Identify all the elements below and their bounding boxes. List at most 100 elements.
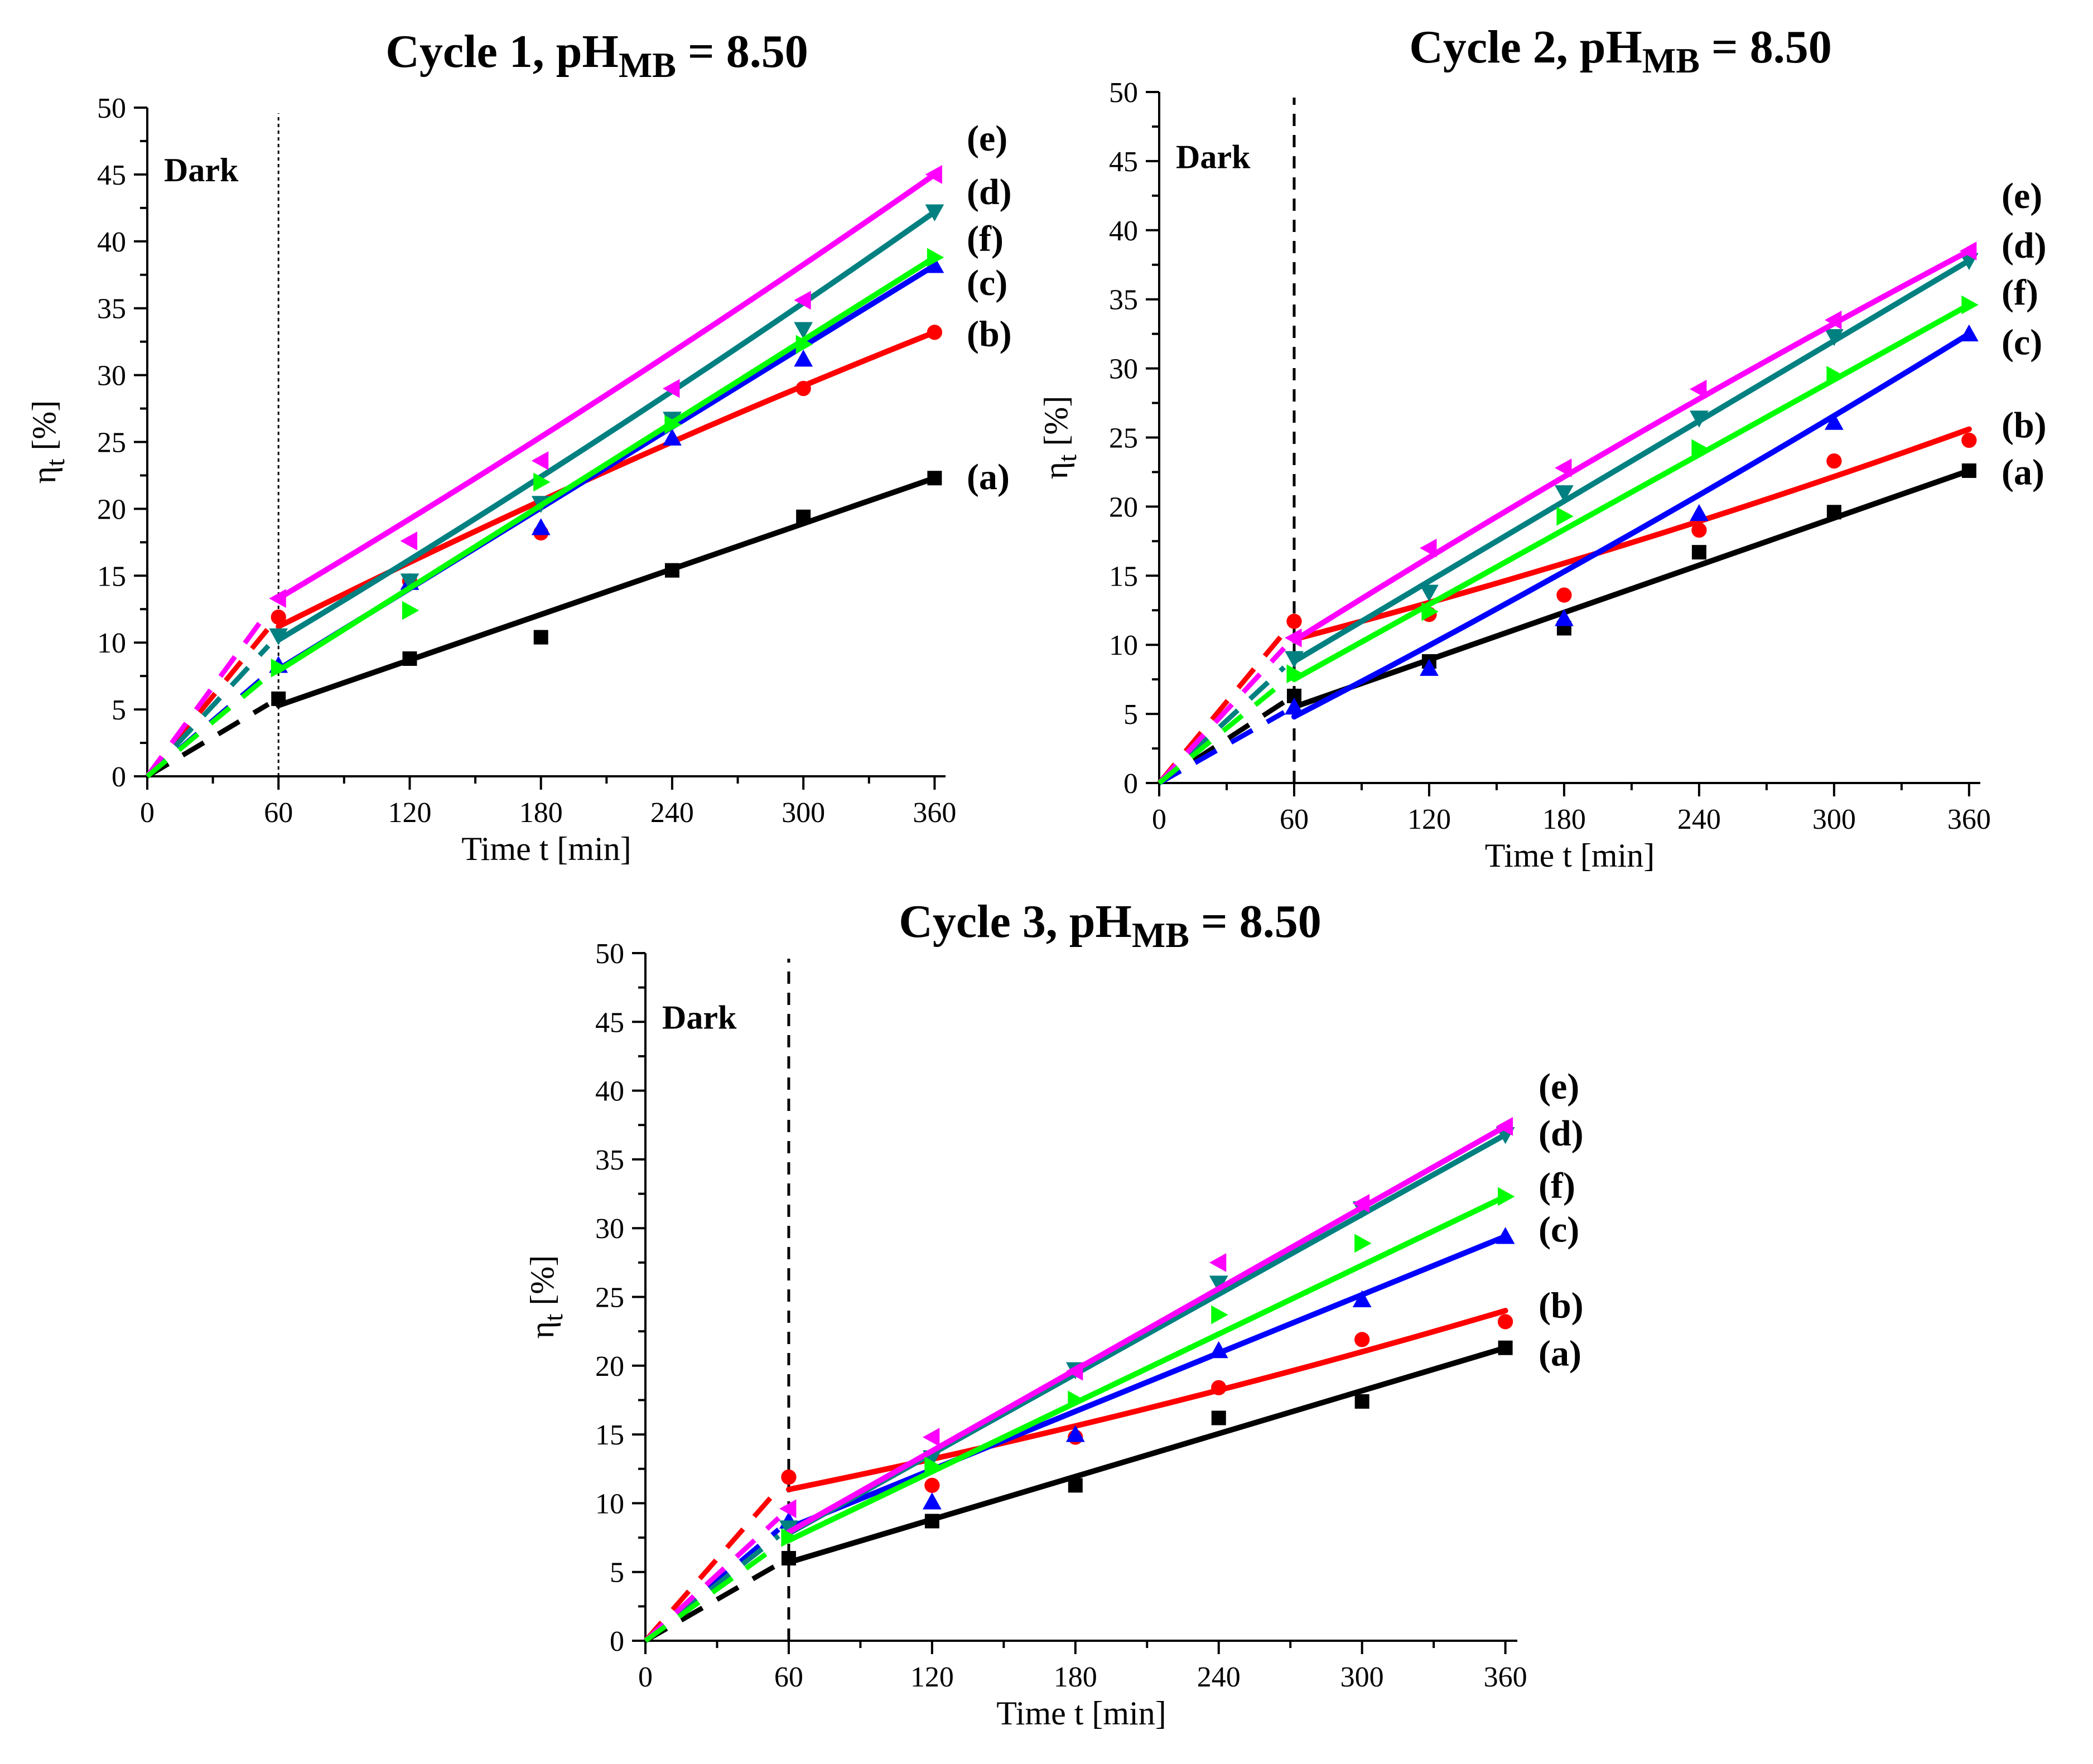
x-axis-label: Time t [min] [996, 1695, 1166, 1732]
data-point-d [1285, 651, 1304, 668]
data-point-f [271, 658, 288, 678]
chart-title-subscript: MB [1132, 915, 1189, 955]
data-point-d [925, 204, 944, 221]
series-label-a: (a) [1539, 1333, 1581, 1374]
x-tick-label: 240 [650, 797, 694, 829]
fit-line-d [276, 209, 938, 643]
series-b [643, 1308, 1513, 1642]
series-group [643, 1117, 1515, 1643]
series-f [146, 248, 944, 779]
data-point-b [1826, 453, 1842, 469]
fit-line-a [1291, 467, 1972, 710]
data-point-c [794, 349, 813, 367]
y-tick-label: 15 [97, 560, 126, 592]
x-tick-label: 240 [1197, 1661, 1241, 1693]
series-e [1157, 241, 1977, 785]
series-label-a: (a) [2002, 452, 2044, 492]
dark-phase-line-f [146, 673, 271, 779]
data-point-c [663, 428, 682, 446]
data-point-f [1556, 506, 1574, 526]
data-point-c [1285, 697, 1304, 715]
y-tick-label: 5 [610, 1557, 624, 1589]
chart-title-main: Cycle 1, pH [385, 26, 619, 78]
data-point-a [1961, 463, 1976, 478]
data-point-a [1498, 1340, 1513, 1355]
dark-phase-line-d [1157, 665, 1286, 785]
y-tick-label: 40 [97, 226, 126, 258]
y-tick-label: 35 [1109, 284, 1138, 316]
x-tick-label: 180 [1542, 804, 1586, 835]
data-point-e [663, 379, 680, 398]
data-point-b [795, 380, 811, 397]
y-axis-label: ηt [%] [26, 400, 70, 484]
data-point-f [927, 248, 944, 267]
chart-title-subscript: MB [619, 45, 676, 85]
x-tick-label: 0 [638, 1661, 653, 1693]
fit-line-e [785, 1123, 1508, 1535]
y-tick-label: 50 [1109, 77, 1138, 109]
x-tick-label: 300 [782, 797, 825, 829]
series-label-d: (d) [967, 172, 1012, 212]
chart-title-subscript: MB [1642, 41, 1700, 80]
data-point-e [925, 165, 942, 184]
data-point-f [664, 415, 682, 434]
data-point-c [1824, 413, 1844, 430]
data-point-e [1065, 1361, 1083, 1381]
fit-line-b [785, 1308, 1508, 1492]
data-point-f [1068, 1390, 1085, 1410]
chart-title-suffix: = 8.50 [1189, 896, 1322, 948]
data-point-e [531, 451, 549, 470]
data-point-c [531, 518, 551, 535]
y-tick-label: 0 [610, 1626, 624, 1657]
data-point-a [402, 651, 417, 666]
fit-line-a [785, 1345, 1508, 1565]
data-point-c [1689, 504, 1709, 521]
data-point-e [1209, 1253, 1227, 1272]
data-point-a [1826, 505, 1841, 520]
series-label-f: (f) [967, 219, 1004, 259]
series-group [1157, 241, 1979, 785]
fit-line-d [1291, 258, 1972, 664]
series-label-b: (b) [2002, 405, 2047, 446]
data-point-d [1420, 584, 1439, 602]
x-tick-label: 360 [1947, 804, 1991, 835]
series-label-e: (e) [1539, 1066, 1579, 1107]
data-point-d [1824, 329, 1844, 346]
fit-line-a [276, 475, 938, 708]
series-label-e: (e) [2002, 176, 2042, 216]
series-group [145, 165, 944, 779]
data-point-b [781, 1469, 797, 1485]
data-point-e [1496, 1117, 1513, 1136]
dark-phase-line-d [145, 644, 271, 779]
data-point-b [1497, 1314, 1513, 1330]
data-point-d [269, 628, 288, 646]
chart-title: Cycle 2, pHMB = 8.50 [1409, 21, 1832, 80]
fit-line-e [276, 171, 938, 602]
data-point-a [796, 509, 811, 524]
series-label-c: (c) [1539, 1210, 1579, 1250]
y-axis-label-unit: [%] [26, 400, 62, 459]
data-point-b [1691, 522, 1707, 538]
y-axis-label: ηt [%] [524, 1255, 568, 1339]
x-tick-label: 180 [519, 797, 563, 829]
y-tick-label: 50 [595, 938, 624, 970]
fit-line-c [1291, 331, 1972, 720]
y-tick-label: 5 [1123, 699, 1138, 731]
data-point-f [1826, 366, 1844, 385]
fit-line-f [1291, 302, 1972, 683]
data-point-e [1824, 310, 1842, 330]
y-tick-label: 20 [97, 494, 126, 525]
data-point-c [1420, 659, 1439, 676]
y-tick-label: 40 [595, 1076, 624, 1108]
series-c [644, 1227, 1515, 1643]
series-a [146, 471, 942, 779]
series-label-b: (b) [1539, 1285, 1584, 1326]
dark-phase-label: Dark [662, 999, 737, 1036]
y-tick-label: 0 [112, 761, 126, 793]
data-point-b [1211, 1380, 1227, 1395]
series-label-f: (f) [1539, 1166, 1575, 1206]
data-point-a [271, 691, 286, 706]
data-point-b [271, 609, 286, 625]
y-tick-label: 20 [595, 1351, 624, 1383]
data-point-a [927, 471, 942, 486]
